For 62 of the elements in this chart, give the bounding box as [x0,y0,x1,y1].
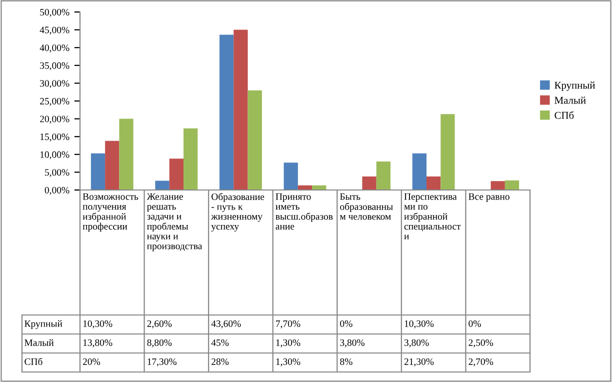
data-label: 28% [212,358,229,365]
data-label: 21,30% [404,358,434,366]
bar [362,176,376,190]
bar [440,114,455,190]
bar [376,162,390,190]
bar [90,153,106,190]
x-tick-label: Возможность получения избранной профессии [82,193,138,232]
bar [248,90,262,190]
data-label: 13,80% [83,339,112,348]
y-tick-label: 50,00% [40,8,70,17]
bar [169,158,184,190]
text: Малый [24,339,54,346]
data-label: 2,50% [468,339,494,348]
bar [412,153,426,190]
y-tick-label: 0,00% [44,186,70,195]
text: СПб [24,358,42,365]
y-tick-label: 5,00% [45,169,70,178]
x-tick-label: Желание решать задачи и проблемы науки и производства [146,193,202,252]
data-label: 43,60% [211,320,241,328]
data-label: 1,30% [276,358,300,366]
bar [490,181,505,190]
data-label: 45% [211,339,229,346]
legend-label: Крупный [554,82,595,91]
x-tick-label: Перспективами по избранной специальности [404,193,461,240]
x-tick-label: Все равно [468,193,510,202]
data-label: 2,60% [147,320,172,328]
y-tick-label: 40,00% [40,44,70,52]
data-label: 2,70% [468,358,494,366]
data-label: 20% [83,358,100,365]
x-tick-label: Быть образованным человеком [340,193,393,220]
y-tick-label: 15,00% [40,134,70,142]
bar [119,118,134,190]
data-label: 1,30% [276,339,300,348]
data-label: 3,80% [404,339,429,348]
data-label: 0% [468,320,481,327]
bar [105,140,120,190]
bar [155,180,170,190]
bar [220,34,234,190]
bar [284,162,298,190]
x-tick-label: Образование - путь к жизненному успеху [211,193,264,232]
y-tick-label: 30,00% [40,80,70,88]
bar [426,176,441,190]
legend-label: СПб [554,111,574,119]
data-label: 8% [340,358,352,365]
y-tick-label: 20,00% [40,116,70,124]
data-label: 7,70% [276,320,300,328]
bar [234,30,248,190]
y-tick-label: 45,00% [40,26,70,35]
bar [184,128,198,190]
data-label: 8,80% [147,339,172,348]
bar [504,180,520,190]
y-tick-label: 10,00% [40,151,70,160]
data-label: 17,30% [148,358,176,366]
data-label: 0% [340,320,352,327]
y-tick-label: 25,00% [40,98,70,106]
y-tick-label: 35,00% [40,62,70,70]
data-label: 3,80% [340,339,364,348]
x-tick-label: Принято иметь высш.образование [276,193,333,230]
legend-label: Малый [554,96,586,104]
data-label: 10,30% [83,320,112,328]
data-label: 10,30% [404,320,434,328]
text: Крупный [24,320,62,329]
